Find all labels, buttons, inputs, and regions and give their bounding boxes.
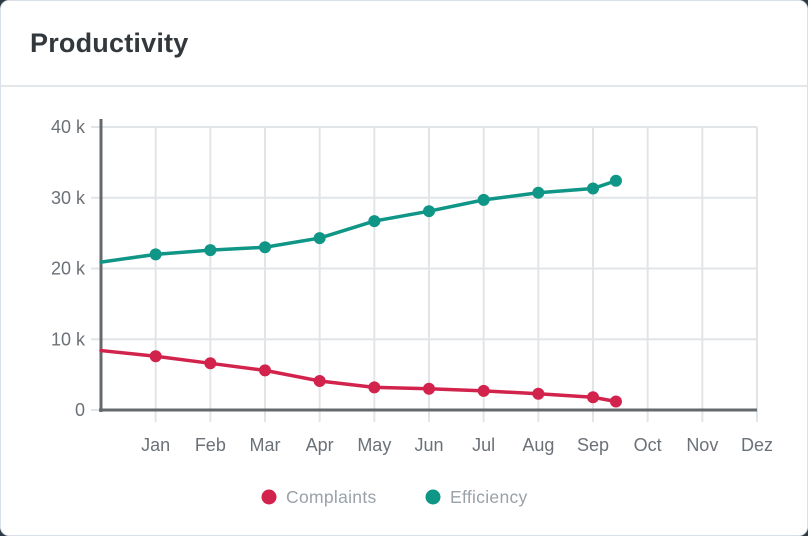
x-tick-label-jun: Jun [414,435,443,455]
efficiency-point[interactable] [532,186,545,199]
efficiency-point[interactable] [149,248,162,261]
y-tick-label: 20 k [51,259,86,279]
complaints-point[interactable] [313,374,326,387]
x-tick-label-mar: Mar [250,435,281,455]
complaints-point[interactable] [587,391,599,404]
card-header: Productivity [1,1,807,87]
efficiency-point[interactable] [368,215,381,228]
legend-marker-complaints[interactable] [261,489,277,505]
y-tick-label: 40 k [51,117,86,137]
x-tick-label-nov: Nov [686,435,718,455]
x-tick-label-dez: Dez [741,435,773,455]
complaints-point[interactable] [532,387,545,400]
chart-area: 0 10 k 20 k 30 k 40 k Jan Feb Mar Apr May Jun Jul Au… [1,87,807,535]
complaints-point[interactable] [368,381,381,394]
efficiency-point[interactable] [477,193,490,206]
legend-marker-efficiency[interactable] [425,489,441,505]
y-tick-label: 30 k [51,188,86,208]
legend-label-complaints[interactable]: Complaints [286,487,377,507]
efficiency-point[interactable] [609,174,622,187]
y-tick-label: 0 [75,400,85,420]
complaints-point[interactable] [477,384,490,397]
x-tick-label-may: May [357,435,391,455]
productivity-line-chart: 0 10 k 20 k 30 k 40 k Jan Feb Mar Apr May Jun Jul Au… [51,117,773,507]
x-tick-label-jan: Jan [141,435,170,455]
page-title: Productivity [30,27,189,58]
legend-label-efficiency[interactable]: Efficiency [450,487,528,507]
complaints-point[interactable] [149,350,162,363]
complaints-point[interactable] [204,357,217,370]
x-tick-label-oct: Oct [634,435,662,455]
x-tick-label-feb: Feb [195,435,226,455]
complaints-point[interactable] [423,382,435,395]
complaints-point[interactable] [259,364,271,377]
efficiency-point[interactable] [313,232,326,245]
efficiency-point[interactable] [587,182,599,195]
x-tick-label-apr: Apr [306,435,334,455]
x-tick-label-aug: Aug [522,435,554,455]
efficiency-point[interactable] [259,241,271,254]
x-tick-label-jul: Jul [472,435,495,455]
efficiency-point[interactable] [423,205,435,218]
y-tick-label: 10 k [51,329,86,349]
complaints-point[interactable] [609,395,622,408]
efficiency-point[interactable] [204,244,217,257]
x-tick-label-sep: Sep [577,435,609,455]
